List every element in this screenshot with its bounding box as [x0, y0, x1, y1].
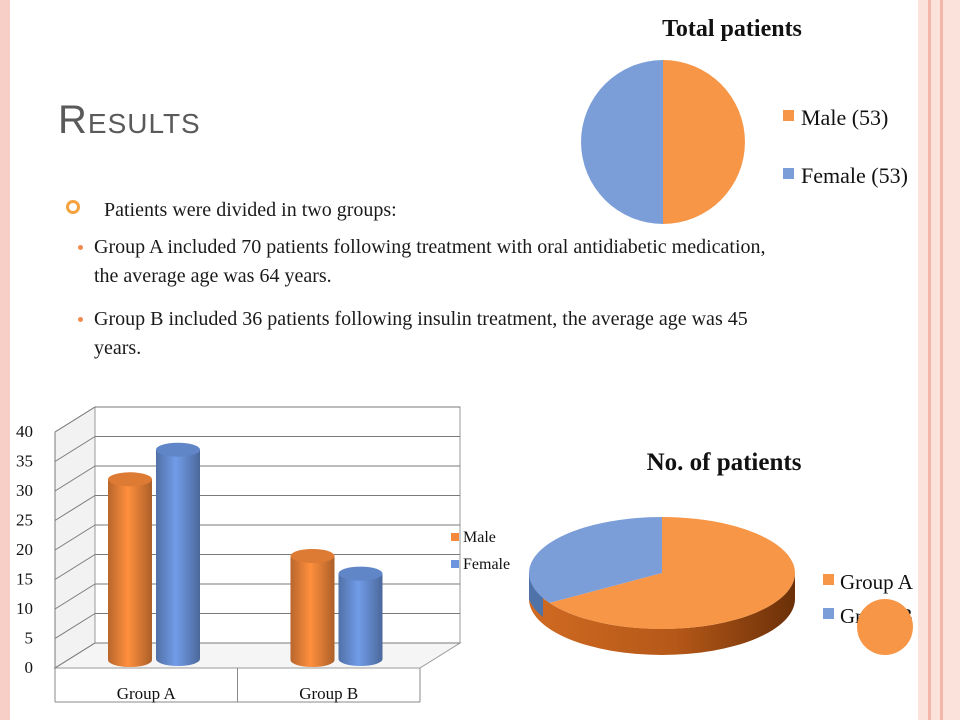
bar-top — [156, 442, 200, 457]
pie3-legend-label: Group A — [840, 570, 914, 594]
bar-y-tick: 25 — [16, 511, 33, 530]
bar-y-tick: 40 — [16, 422, 33, 441]
bar-female-group-a — [156, 442, 200, 666]
bar-y-tick: 10 — [16, 599, 33, 618]
pie3-title: No. of patients — [647, 449, 802, 476]
bar-body — [290, 556, 335, 668]
bar-y-tick: 0 — [25, 658, 34, 677]
pie3-legend-swatch — [823, 608, 834, 619]
pie1-slice — [581, 60, 663, 224]
bullet-text: Group B included 36 patients following i… — [94, 308, 748, 359]
bar-y-tick: 20 — [16, 540, 33, 559]
decorative-orange-circle — [857, 599, 913, 655]
bar-legend-swatch — [451, 533, 459, 541]
right-border — [918, 0, 960, 720]
bar-x-tick: Group A — [117, 684, 177, 703]
bar-gridline — [54, 613, 96, 639]
pie3-side-wall — [529, 573, 795, 655]
bar-gridline — [54, 495, 96, 521]
bullet-text: Patients were divided in two groups: — [104, 199, 397, 221]
bar-legend-label: Male — [463, 529, 496, 546]
pie1-title: Total patients — [662, 16, 802, 42]
bar-gridline — [54, 642, 96, 669]
pie3-slice — [529, 517, 662, 603]
bar-body — [156, 449, 200, 666]
pie1-legend-label: Male (53) — [801, 105, 888, 130]
bar-top — [290, 549, 335, 563]
bar-gridline — [54, 524, 96, 551]
dot-bullet-icon — [78, 245, 83, 250]
pie1-slice — [663, 60, 745, 224]
bar-male-group-b — [290, 549, 335, 668]
bar-female-group-b — [338, 566, 383, 666]
bar-y-tick: 30 — [16, 481, 33, 500]
bar-y-tick: 15 — [16, 570, 33, 589]
bar-gridline — [54, 465, 96, 492]
bar-x-tick: Group B — [299, 684, 358, 703]
dot-bullet-icon — [78, 317, 83, 322]
pie3-legend-swatch — [823, 574, 834, 585]
bullet-text: Group A included 70 patients following t… — [94, 236, 766, 287]
pie1-legend-swatch — [783, 168, 794, 179]
bar-body — [338, 573, 383, 666]
bar-gridline — [54, 406, 96, 433]
bar-gridline — [54, 436, 96, 462]
pie1-legend-swatch — [783, 110, 794, 121]
left-border — [0, 0, 10, 720]
ring-bullet-icon — [66, 200, 80, 214]
pie3-slice — [549, 517, 795, 629]
bar-top — [338, 566, 383, 581]
bar-body — [108, 479, 152, 667]
bar-gridline — [54, 583, 96, 610]
bar-male-group-a — [108, 472, 152, 667]
pie1-legend-label: Female (53) — [801, 163, 908, 188]
bar-y-tick: 5 — [25, 629, 34, 648]
bar-legend-swatch — [451, 560, 459, 568]
bar-y-tick: 35 — [16, 452, 33, 471]
bar-legend-label: Female — [463, 556, 510, 573]
bar-gridline — [54, 554, 96, 580]
bar-top — [108, 472, 152, 487]
slide-title: Results — [58, 98, 201, 142]
